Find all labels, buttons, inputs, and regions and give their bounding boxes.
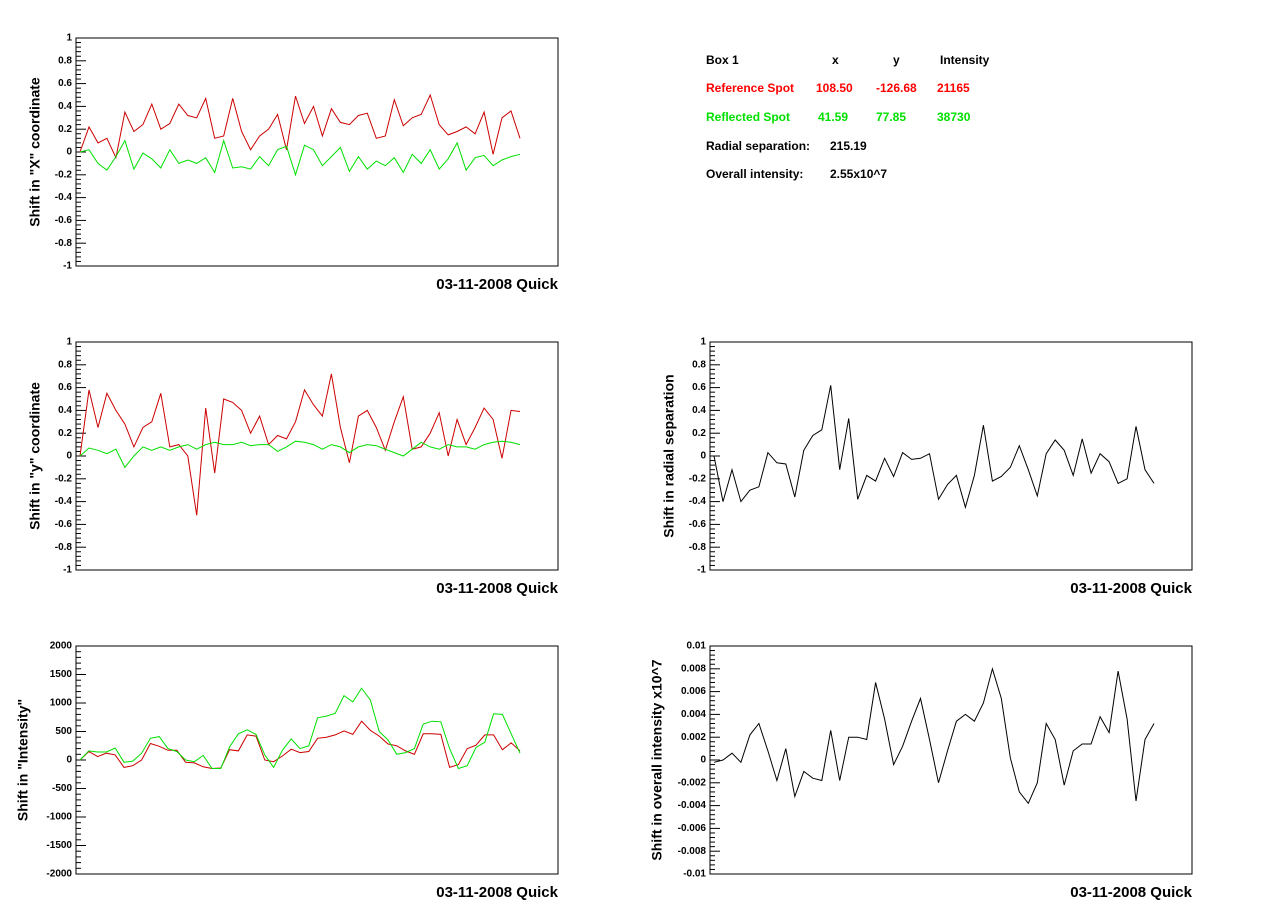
y-tick-label: 1 xyxy=(66,337,72,348)
y-tick-label: 0.8 xyxy=(58,359,72,370)
y-tick-label: 0.002 xyxy=(681,732,706,743)
y-tick-label: 0.01 xyxy=(687,641,707,652)
y-tick-label: -1 xyxy=(63,565,72,576)
y-tick-label: -1 xyxy=(697,565,706,576)
y-tick-label: 0.8 xyxy=(692,359,706,370)
data-line xyxy=(79,687,521,770)
y-tick-label: 0 xyxy=(66,451,72,462)
y-tick-label: -0.2 xyxy=(55,473,73,484)
data-line xyxy=(713,385,1155,510)
y-tick-label: -0.2 xyxy=(689,473,707,484)
y-tick-label: 0 xyxy=(66,755,72,766)
y-tick-label: -0.004 xyxy=(678,800,707,811)
y-tick-label: 0.004 xyxy=(681,709,706,720)
info-header: Intensity xyxy=(940,53,990,67)
y-tick-label: -0.4 xyxy=(55,496,73,507)
plot-frame xyxy=(75,341,559,571)
chart: -1 -0.8 -0.6 -0.4 -0.2 0 0.2 0.4 0.6 0.8 1 Shift in… xyxy=(27,337,559,597)
y-tick-label: -0.2 xyxy=(55,169,73,180)
y-axis-label: Shift in overall intensity x10^7 xyxy=(649,659,665,860)
info-header: x xyxy=(832,53,839,67)
y-tick-label: 0.006 xyxy=(681,686,706,697)
y-tick-label: 0.8 xyxy=(58,55,72,66)
chart: -2000 -1500 -1000 -500 0 500 1000 1500 2000 Shift… xyxy=(15,641,559,901)
y-tick-label: 0.6 xyxy=(58,382,72,393)
y-tick-label: -0.6 xyxy=(55,519,73,530)
info-value: 41.59 xyxy=(818,110,848,124)
y-tick-label: -0.4 xyxy=(55,192,73,203)
footer: 03-11-2008 Quick xyxy=(436,276,558,293)
y-tick-label: 1000 xyxy=(50,698,73,709)
y-axis-label: Shift in "X" coordinate xyxy=(27,77,43,227)
footer: 03-11-2008 Quick xyxy=(1070,580,1192,597)
y-tick-label: 0 xyxy=(700,755,706,766)
y-axis-label: Shift in "Intensity" xyxy=(15,699,31,821)
info-value: -126.68 xyxy=(876,81,917,95)
y-tick-label: 0.6 xyxy=(58,78,72,89)
y-tick-label: 0.4 xyxy=(692,405,706,416)
y-tick-label: 0.4 xyxy=(58,405,72,416)
footer: 03-11-2008 Quick xyxy=(436,884,558,901)
data-line xyxy=(79,720,521,770)
y-tick-label: 0 xyxy=(700,451,706,462)
info-value: 38730 xyxy=(937,110,971,124)
info-value: 77.85 xyxy=(876,110,906,124)
chart: -1 -0.8 -0.6 -0.4 -0.2 0 0.2 0.4 0.6 0.8 1 Shift in… xyxy=(661,337,1193,597)
footer: 03-11-2008 Quick xyxy=(436,580,558,597)
plot-frame xyxy=(75,645,559,875)
y-tick-label: 1500 xyxy=(50,669,73,680)
y-tick-label: 0.2 xyxy=(692,428,706,439)
info-header: Box 1 xyxy=(706,53,739,67)
info-value: 108.50 xyxy=(816,81,853,95)
y-tick-label: -1000 xyxy=(46,812,72,823)
y-tick-label: -0.6 xyxy=(55,215,73,226)
y-tick-label: 0.4 xyxy=(58,101,72,112)
y-tick-label: 0 xyxy=(66,147,72,158)
plot-frame xyxy=(75,37,559,267)
y-tick-label: 1 xyxy=(700,337,706,348)
info-row-label: Reflected Spot xyxy=(706,110,790,124)
y-tick-label: 0.2 xyxy=(58,428,72,439)
data-line xyxy=(79,440,521,469)
y-tick-label: -0.6 xyxy=(689,519,707,530)
y-tick-label: -1 xyxy=(63,261,72,272)
data-line xyxy=(713,666,1155,805)
y-tick-label: -0.01 xyxy=(683,869,706,880)
y-tick-label: -0.002 xyxy=(678,777,707,788)
y-axis-label: Shift in "y" coordinate xyxy=(27,382,43,530)
data-line xyxy=(79,138,521,177)
footer: 03-11-2008 Quick xyxy=(1070,884,1192,901)
y-tick-label: -0.4 xyxy=(689,496,707,507)
y-tick-label: -500 xyxy=(52,783,72,794)
info-label: Overall intensity: xyxy=(706,167,803,181)
y-tick-label: 0.2 xyxy=(58,124,72,135)
y-tick-label: -0.008 xyxy=(678,846,707,857)
info-value: 21165 xyxy=(937,81,970,95)
y-tick-label: 2000 xyxy=(50,641,73,652)
y-tick-label: 0.008 xyxy=(681,663,706,674)
y-tick-label: 0.6 xyxy=(692,382,706,393)
y-tick-label: -0.8 xyxy=(55,238,73,249)
info-label: Radial separation: xyxy=(706,139,810,153)
info-value: 215.19 xyxy=(830,139,867,153)
chart: -1 -0.8 -0.6 -0.4 -0.2 0 0.2 0.4 0.6 0.8 1 Shift in… xyxy=(27,33,559,293)
data-line xyxy=(79,93,521,160)
info-header: y xyxy=(893,53,900,67)
info-value: 2.55x10^7 xyxy=(830,167,887,181)
data-line xyxy=(79,373,521,516)
plot-frame xyxy=(709,341,1193,571)
info-box: Box 1 x y Intensity Reference Spot 108.5… xyxy=(706,53,990,181)
y-tick-label: -0.8 xyxy=(689,542,707,553)
y-tick-label: 500 xyxy=(55,726,72,737)
info-row-label: Reference Spot xyxy=(706,81,794,95)
y-tick-label: -0.006 xyxy=(678,823,707,834)
y-axis-label: Shift in radial separation xyxy=(661,374,677,537)
y-tick-label: -0.8 xyxy=(55,542,73,553)
y-tick-label: 1 xyxy=(66,33,72,44)
y-tick-label: -2000 xyxy=(46,869,72,880)
chart: -0.01 -0.008 -0.006 -0.004 -0.002 0 0.002 0.004… xyxy=(649,641,1193,901)
y-tick-label: -1500 xyxy=(46,840,72,851)
